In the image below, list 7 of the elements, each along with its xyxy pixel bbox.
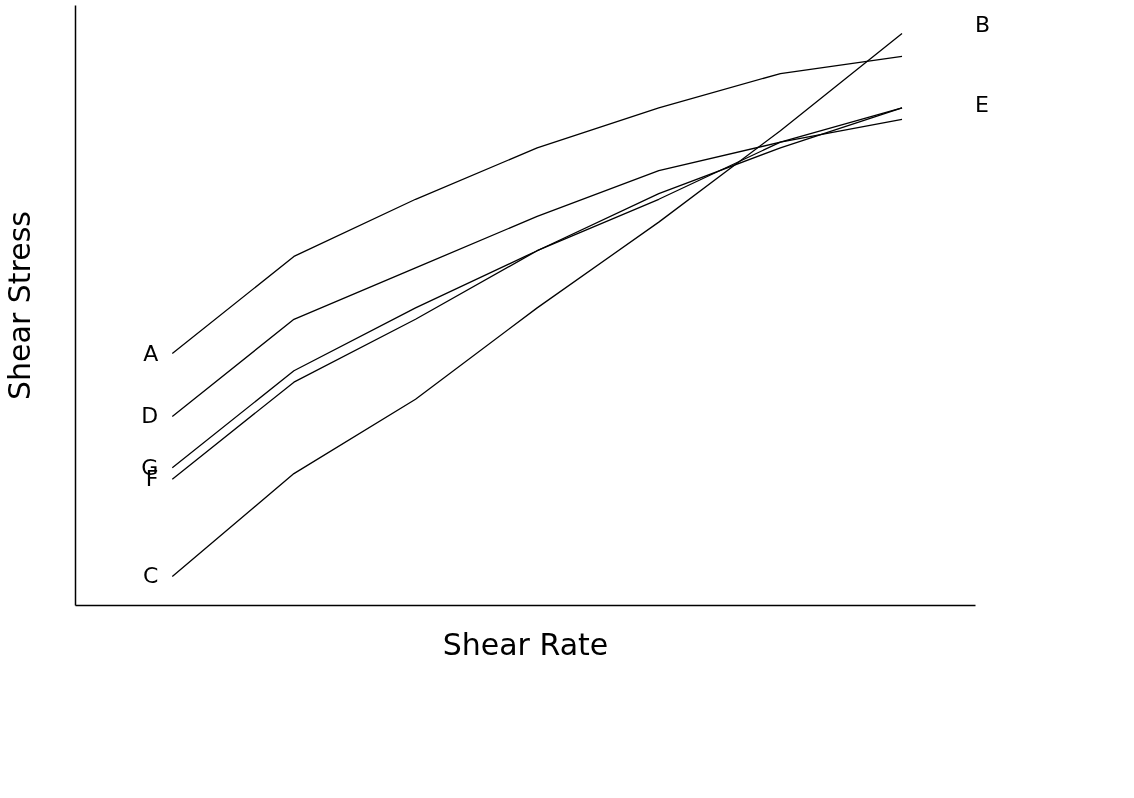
annotation: E bbox=[975, 92, 989, 117]
annotation: B bbox=[975, 12, 991, 37]
y-axis-title: Shear Stress bbox=[1, 211, 37, 400]
x-axis-title: Shear Rate bbox=[442, 626, 609, 662]
series-label: D bbox=[141, 403, 159, 429]
series-label: C bbox=[142, 563, 159, 589]
series-label: A bbox=[143, 340, 159, 366]
